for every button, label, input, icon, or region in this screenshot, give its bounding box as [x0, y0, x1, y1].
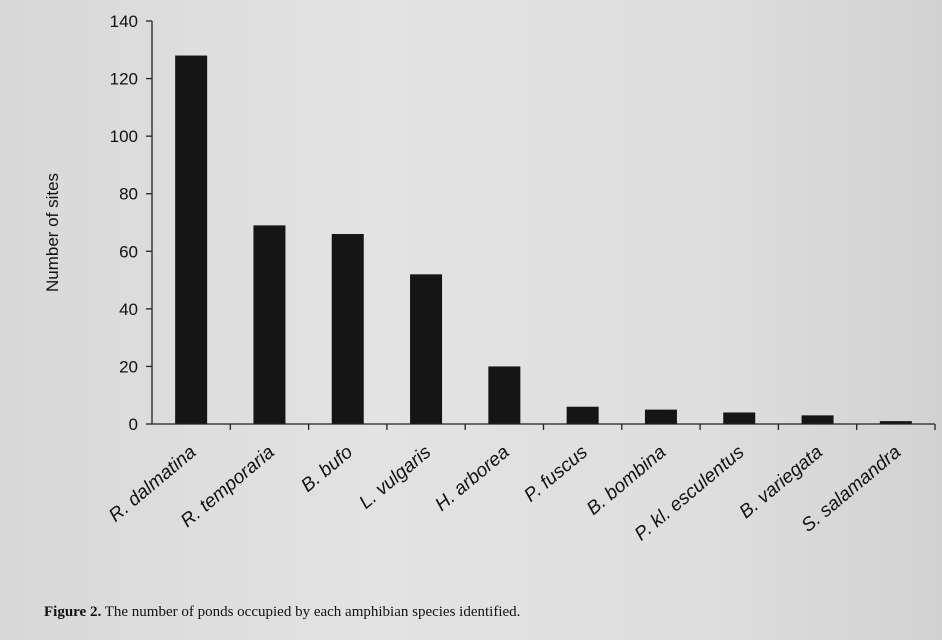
x-category-label: B. bufo	[297, 442, 357, 497]
bar	[175, 55, 208, 425]
caption-label: Figure 2.	[44, 604, 102, 620]
y-tick-label: 100	[110, 127, 138, 146]
y-axis-title: Number of sites	[43, 173, 62, 292]
bar	[644, 409, 677, 424]
y-ticks-group: 0 20 40 60 80 100 120 140	[110, 12, 152, 434]
y-tick-label: 60	[119, 242, 138, 261]
bar	[331, 234, 364, 424]
x-category-label: L. vulgaris	[355, 441, 435, 513]
caption-text: The number of ponds occupied by each amp…	[104, 604, 521, 620]
bar	[410, 274, 443, 424]
figure-caption: Figure 2. The number of ponds occupied b…	[44, 604, 520, 621]
bar	[801, 415, 834, 424]
bar	[879, 421, 912, 424]
y-tick-label: 80	[119, 185, 138, 204]
x-category-label: P. fuscus	[520, 441, 592, 506]
bar	[488, 366, 521, 424]
x-category-label: H. arborea	[431, 442, 513, 516]
y-tick-label: 40	[119, 300, 138, 319]
y-tick-label: 120	[110, 70, 138, 89]
y-tick-label: 0	[129, 415, 138, 434]
bar	[253, 225, 286, 424]
y-tick-label: 20	[119, 357, 138, 376]
bar	[723, 412, 756, 424]
y-tick-label: 140	[110, 12, 138, 31]
bars-group	[175, 55, 912, 425]
bar	[566, 406, 599, 424]
